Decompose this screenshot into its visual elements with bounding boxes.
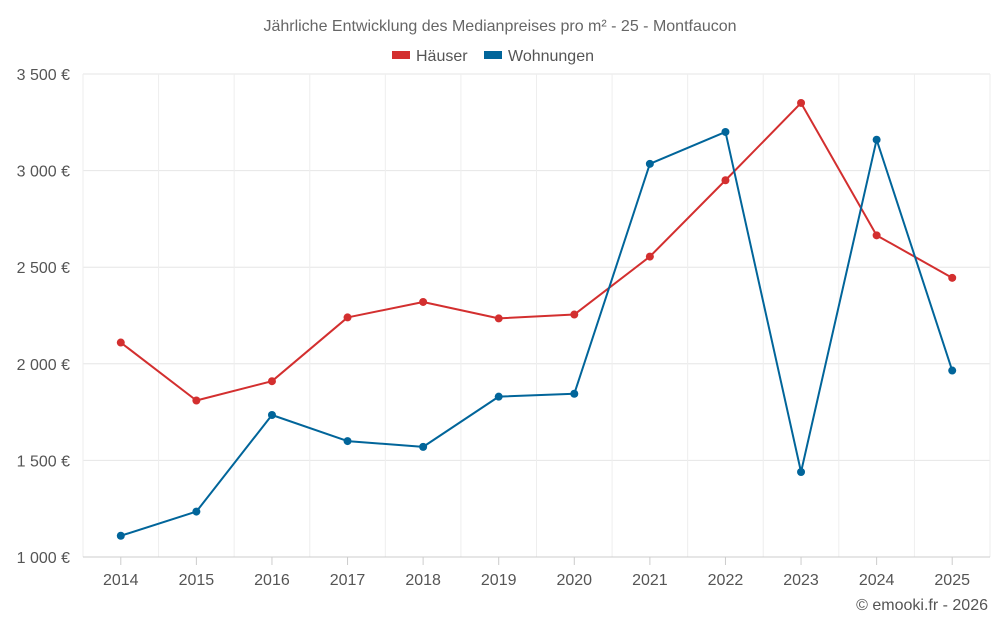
data-point-wohnungen-2022[interactable] <box>721 127 730 136</box>
y-tick-label: 1 500 € <box>17 453 70 470</box>
x-tick-label: 2017 <box>330 572 366 589</box>
x-tick-label: 2016 <box>254 572 290 589</box>
chart-credit: © emooki.fr - 2026 <box>856 597 988 614</box>
x-tick-label: 2019 <box>481 572 517 589</box>
data-point-haeuser-2019[interactable] <box>494 314 503 323</box>
y-tick-label: 3 000 € <box>17 164 70 181</box>
legend-swatch-haeuser <box>392 51 410 59</box>
legend-label-haeuser[interactable]: Häuser <box>416 48 468 65</box>
data-point-haeuser-2021[interactable] <box>645 252 654 261</box>
x-tick-label: 2023 <box>783 572 819 589</box>
data-point-haeuser-2018[interactable] <box>419 297 428 306</box>
y-axis: 1 000 € 1 500 € 2 000 € 2 500 € 3 000 € 3 500… <box>17 67 70 567</box>
data-point-wohnungen-2025[interactable] <box>948 366 957 375</box>
data-point-wohnungen-2021[interactable] <box>645 159 654 168</box>
data-point-wohnungen-2014[interactable] <box>116 531 125 540</box>
x-tick-label: 2015 <box>179 572 215 589</box>
data-point-haeuser-2014[interactable] <box>116 338 125 347</box>
grid <box>82 73 991 557</box>
x-tick-label: 2025 <box>934 572 970 589</box>
data-point-haeuser-2022[interactable] <box>721 176 730 185</box>
x-tick-label: 2022 <box>708 572 744 589</box>
x-tick-label: 2024 <box>859 572 895 589</box>
y-tick-label: 3 500 € <box>17 67 70 84</box>
data-point-wohnungen-2016[interactable] <box>267 410 276 419</box>
data-point-haeuser-2020[interactable] <box>570 310 579 319</box>
legend-swatch-wohnungen <box>484 51 502 59</box>
data-point-haeuser-2015[interactable] <box>192 396 201 405</box>
y-tick-label: 2 500 € <box>17 260 70 277</box>
data-point-wohnungen-2019[interactable] <box>494 392 503 401</box>
data-point-wohnungen-2017[interactable] <box>343 437 352 446</box>
data-point-wohnungen-2020[interactable] <box>570 389 579 398</box>
series-layer <box>116 98 957 540</box>
data-point-haeuser-2025[interactable] <box>948 273 957 282</box>
series-line-wohnungen <box>120 130 954 537</box>
legend: Häuser Wohnungen <box>392 48 594 65</box>
y-tick-label: 2 000 € <box>17 357 70 374</box>
x-axis: 2014 2015 2016 2017 2018 2019 2020 2021 2022 2023… <box>83 556 990 589</box>
data-point-wohnungen-2024[interactable] <box>872 135 881 144</box>
legend-label-wohnungen[interactable]: Wohnungen <box>508 48 594 65</box>
series-line-haeuser <box>120 101 953 402</box>
x-tick-label: 2014 <box>103 572 139 589</box>
x-tick-label: 2021 <box>632 572 668 589</box>
y-tick-label: 1 000 € <box>17 550 70 567</box>
data-point-haeuser-2017[interactable] <box>343 313 352 322</box>
data-point-wohnungen-2018[interactable] <box>419 442 428 451</box>
x-tick-label: 2020 <box>556 572 592 589</box>
data-point-haeuser-2024[interactable] <box>872 231 881 240</box>
data-point-wohnungen-2023[interactable] <box>797 467 806 476</box>
x-tick-label: 2018 <box>405 572 441 589</box>
chart-title: Jährliche Entwicklung des Medianpreises … <box>263 18 736 35</box>
data-point-wohnungen-2015[interactable] <box>192 507 201 516</box>
data-point-haeuser-2023[interactable] <box>797 98 806 107</box>
data-point-haeuser-2016[interactable] <box>267 377 276 386</box>
